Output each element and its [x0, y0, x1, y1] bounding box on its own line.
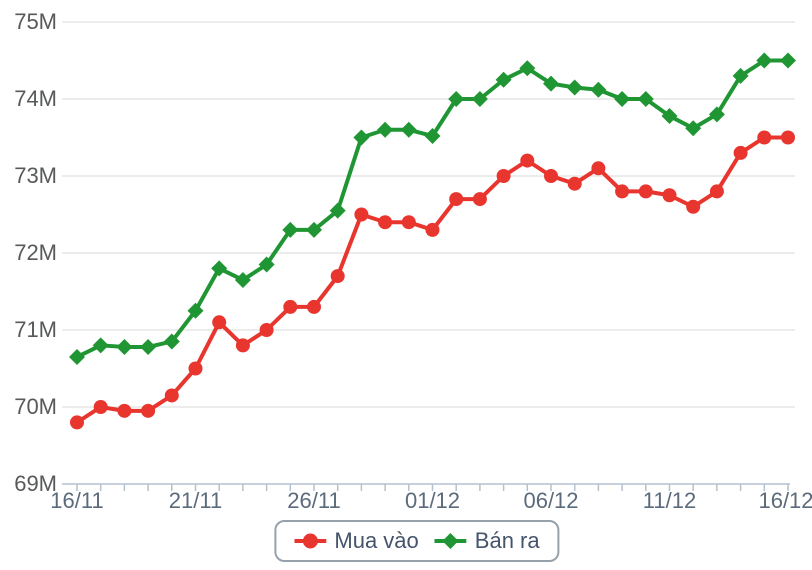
legend-item-sell[interactable]: Bán ra [434, 528, 540, 554]
x-axis-label: 21/11 [169, 488, 222, 513]
x-axis-label: 11/12 [643, 488, 696, 513]
chart-legend: Mua vào Bán ra [274, 520, 560, 562]
data-point[interactable] [709, 184, 724, 199]
data-point[interactable] [686, 199, 701, 214]
data-point[interactable] [544, 169, 558, 183]
y-axis-label: 75M [14, 9, 57, 34]
data-point[interactable] [187, 302, 204, 319]
data-point[interactable] [733, 145, 748, 160]
data-point[interactable] [353, 129, 370, 146]
y-axis-label: 72M [14, 240, 57, 265]
data-point[interactable] [424, 127, 441, 144]
data-point[interactable] [92, 337, 109, 354]
data-point[interactable] [756, 52, 773, 69]
data-point[interactable] [519, 60, 536, 77]
data-point[interactable] [472, 192, 487, 207]
data-point[interactable] [732, 67, 749, 84]
legend-item-buy[interactable]: Mua vào [294, 528, 419, 554]
data-point[interactable] [781, 130, 795, 145]
x-axis-label: 16/12 [758, 488, 812, 513]
data-point[interactable] [401, 215, 416, 230]
x-axis-label: 01/12 [405, 488, 460, 513]
data-point[interactable] [116, 338, 133, 355]
legend-label-buy: Mua vào [334, 528, 419, 553]
data-point[interactable] [471, 91, 488, 107]
data-point[interactable] [400, 121, 417, 138]
data-point[interactable] [212, 315, 227, 330]
series-line [75, 58, 790, 359]
x-axis-label: 26/11 [287, 488, 340, 513]
data-point[interactable] [93, 400, 108, 414]
data-point[interactable] [117, 403, 132, 418]
data-point[interactable] [708, 106, 725, 123]
data-point[interactable] [590, 81, 607, 98]
data-point[interactable] [283, 299, 298, 314]
series-line [75, 135, 790, 425]
data-point[interactable] [661, 107, 678, 124]
data-point[interactable] [377, 121, 394, 138]
data-point[interactable] [495, 71, 512, 88]
x-axis-label: 16/11 [50, 488, 103, 513]
data-point[interactable] [614, 91, 631, 107]
y-axis-label: 73M [14, 163, 57, 188]
sell-series-marker-icon [434, 533, 467, 549]
data-point[interactable] [566, 79, 583, 96]
y-axis-label: 69M [14, 471, 57, 496]
data-point[interactable] [780, 52, 796, 69]
y-axis-label: 74M [14, 86, 57, 111]
data-point[interactable] [330, 269, 345, 284]
legend-label-sell: Bán ra [474, 528, 540, 553]
data-point[interactable] [637, 91, 654, 107]
data-point[interactable] [543, 75, 559, 92]
data-point[interactable] [259, 323, 274, 337]
data-point[interactable] [757, 130, 772, 145]
x-axis-label: 06/12 [523, 488, 578, 513]
data-point[interactable] [258, 256, 275, 273]
data-point[interactable] [378, 215, 393, 230]
data-point[interactable] [164, 388, 179, 403]
data-point[interactable] [307, 299, 321, 314]
data-point[interactable] [496, 169, 511, 183]
data-point[interactable] [520, 153, 535, 168]
data-point[interactable] [591, 161, 606, 176]
data-point[interactable] [211, 260, 228, 277]
data-point[interactable] [188, 361, 203, 376]
data-point[interactable] [70, 415, 84, 430]
data-point[interactable] [234, 271, 251, 288]
data-point[interactable] [449, 192, 464, 207]
data-point[interactable] [141, 403, 156, 418]
data-point[interactable] [329, 202, 346, 219]
data-point[interactable] [163, 333, 180, 350]
data-point[interactable] [638, 184, 653, 199]
data-point[interactable] [282, 221, 299, 238]
data-point[interactable] [567, 176, 582, 191]
data-point[interactable] [662, 188, 677, 203]
data-point[interactable] [69, 348, 85, 365]
data-point[interactable] [425, 222, 440, 237]
data-point[interactable] [235, 338, 250, 353]
y-axis-label: 70M [14, 394, 57, 419]
buy-series-marker-icon [294, 533, 327, 549]
data-point[interactable] [685, 120, 702, 137]
data-point[interactable] [140, 338, 157, 355]
data-point[interactable] [354, 207, 369, 222]
y-axis-label: 71M [14, 317, 57, 342]
data-point[interactable] [306, 221, 322, 238]
data-point[interactable] [615, 184, 630, 199]
data-point[interactable] [448, 91, 465, 107]
